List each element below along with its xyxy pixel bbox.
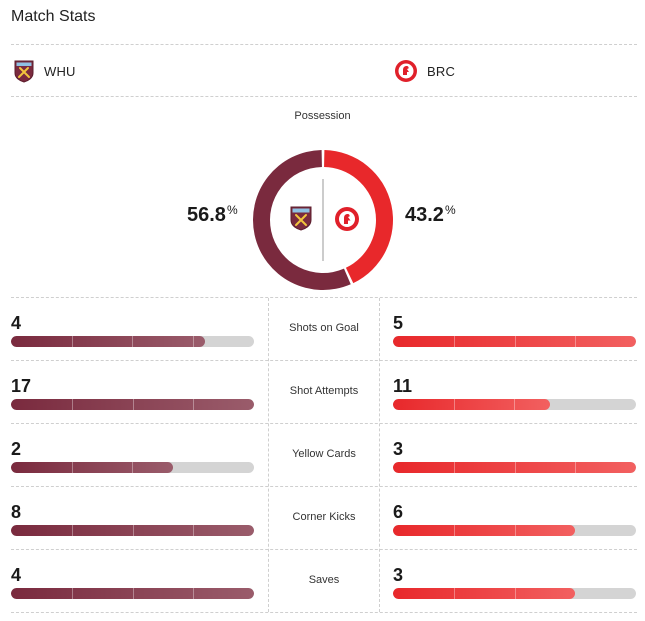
away-stat-bar	[393, 336, 636, 347]
home-stat-bar	[11, 399, 254, 410]
home-stat-value: 8	[11, 502, 22, 522]
bar-segment-tick	[514, 462, 516, 473]
stat-label: Shot Attempts	[289, 385, 359, 397]
bar-segment-tick	[514, 399, 516, 410]
stat-label: Saves	[308, 574, 340, 586]
column-divider	[379, 298, 380, 612]
bar-segment-tick	[453, 525, 455, 536]
stat-label: Corner Kicks	[292, 511, 356, 523]
away-possession-value: 43.2%	[405, 203, 456, 226]
home-team[interactable]: WHU	[13, 58, 76, 84]
divider	[11, 44, 637, 45]
bar-segment-tick	[193, 399, 195, 410]
home-stat-bar	[11, 462, 254, 473]
possession-slice-home	[253, 150, 351, 290]
west-ham-crest-icon	[14, 60, 34, 83]
away-stat-bar	[393, 588, 636, 599]
home-stat-value: 17	[11, 376, 32, 396]
stat-row: 4 Shots on Goal 5	[11, 298, 637, 361]
home-stat-bar	[11, 336, 254, 347]
bar-segment-tick	[71, 399, 73, 410]
away-team[interactable]: BRC	[394, 58, 455, 84]
possession-slice-away	[324, 150, 393, 284]
divider	[11, 423, 637, 424]
stat-row: 8 Corner Kicks 6	[11, 487, 637, 550]
bristol-city-crest-icon	[395, 60, 417, 82]
away-stat-value: 5	[393, 313, 404, 333]
bar-segment-tick	[453, 399, 455, 410]
home-stat-bar	[11, 525, 254, 536]
home-team-abbr: WHU	[44, 63, 76, 79]
away-stat-bar	[393, 399, 636, 410]
away-stat-bar	[393, 525, 636, 536]
stat-row: 17 Shot Attempts 11	[11, 361, 637, 424]
bar-segment-tick	[514, 336, 516, 347]
bristol-city-crest-icon	[335, 207, 359, 231]
stat-label: Shots on Goal	[289, 322, 359, 334]
away-stat-value: 6	[393, 502, 404, 522]
home-stat-value: 2	[11, 439, 22, 459]
bar-segment-tick	[575, 336, 577, 347]
bar-segment-tick	[132, 588, 134, 599]
page-title: Match Stats	[11, 8, 96, 25]
bar-segment-tick	[132, 525, 134, 536]
home-stat-value: 4	[11, 565, 22, 585]
west-ham-crest-icon	[290, 206, 312, 231]
bar-segment-tick	[453, 462, 455, 473]
bar-segment-tick	[132, 399, 134, 410]
divider	[11, 549, 637, 550]
bar-segment-tick	[71, 588, 73, 599]
stat-row: 2 Yellow Cards 3	[11, 424, 637, 487]
bar-segment-tick	[132, 462, 134, 473]
divider	[11, 297, 637, 298]
divider	[11, 612, 637, 613]
bar-segment-tick	[193, 525, 195, 536]
possession-donut-chart	[253, 150, 393, 290]
bar-segment-tick	[71, 336, 73, 347]
bar-segment-tick	[514, 588, 516, 599]
away-stat-value: 11	[393, 376, 413, 396]
home-stat-bar	[11, 588, 254, 599]
away-stat-bar	[393, 462, 636, 473]
bar-segment-tick	[514, 525, 516, 536]
home-stat-value: 4	[11, 313, 22, 333]
away-team-abbr: BRC	[427, 63, 456, 79]
divider	[11, 486, 637, 487]
bar-segment-tick	[71, 525, 73, 536]
stat-label: Yellow Cards	[292, 448, 356, 460]
stat-row: 4 Saves 3	[11, 550, 637, 613]
divider	[11, 360, 637, 361]
away-stat-value: 3	[393, 565, 404, 585]
home-possession-value: 56.8%	[187, 203, 238, 226]
bar-segment-tick	[193, 588, 195, 599]
possession-label: Possession	[294, 110, 351, 122]
divider	[11, 96, 637, 97]
bar-segment-tick	[193, 336, 195, 347]
bar-segment-tick	[71, 462, 73, 473]
bar-segment-tick	[453, 336, 455, 347]
away-stat-value: 3	[393, 439, 404, 459]
bar-segment-tick	[132, 336, 134, 347]
bar-segment-tick	[575, 462, 577, 473]
column-divider	[268, 298, 269, 612]
bar-segment-tick	[453, 588, 455, 599]
